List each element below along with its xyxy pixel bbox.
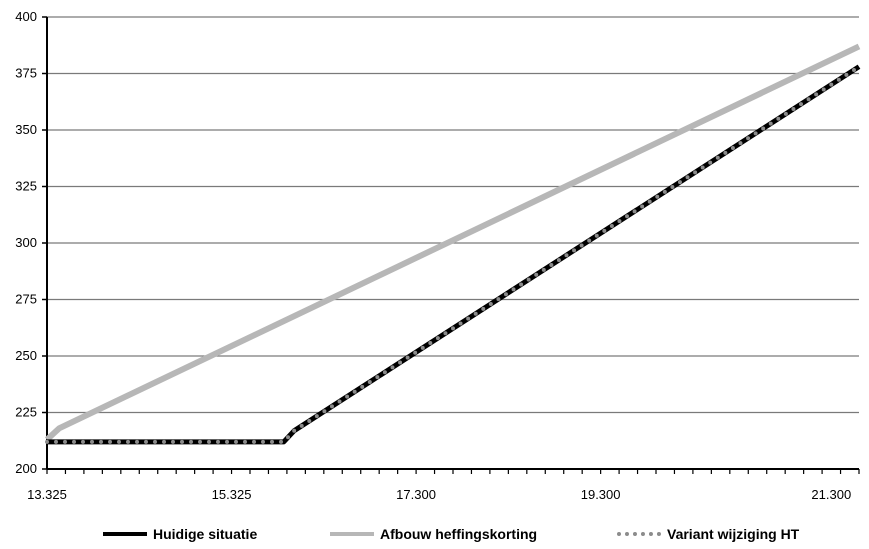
y-tick-label-350: 350 xyxy=(15,122,37,137)
x-tick-label: 15.325 xyxy=(212,487,252,502)
y-tick-label-300: 300 xyxy=(15,235,37,250)
legend-label-huidige-situatie: Huidige situatie xyxy=(153,526,258,542)
y-tick-label-200: 200 xyxy=(15,461,37,476)
series-line-afbouw-heffingskorting xyxy=(44,43,861,442)
x-tick-label: 13.325 xyxy=(27,487,67,502)
legend-item-afbouw-heffingskorting: Afbouw heffingskorting xyxy=(330,522,537,546)
series-line-huidige-situatie xyxy=(47,64,861,445)
y-tick-label-325: 325 xyxy=(15,179,37,194)
x-axis-ticks: 13.325 15.325 17.300 19.300 21.300 xyxy=(27,469,860,502)
y-tick-label-225: 225 xyxy=(15,405,37,420)
legend-swatch-huidige-situatie xyxy=(103,532,147,536)
line-chart: 200 225 250 275 300 325 350 375 400 13.325 15.325… xyxy=(15,9,861,502)
legend-label-variant-wijziging-ht: Variant wijziging HT xyxy=(667,526,800,542)
legend-label-afbouw-heffingskorting: Afbouw heffingskorting xyxy=(380,526,538,542)
legend-item-variant-wijziging-ht: Variant wijziging HT xyxy=(617,522,799,546)
y-tick-label-250: 250 xyxy=(15,348,37,363)
y-axis-ticks: 200 225 250 275 300 325 350 375 400 xyxy=(15,9,47,476)
legend-swatch-variant-wijziging-ht xyxy=(617,532,661,536)
x-tick-label: 21.300 xyxy=(811,487,851,502)
legend-item-huidige-situatie: Huidige situatie xyxy=(103,522,257,546)
y-tick-label-275: 275 xyxy=(15,292,37,307)
series-lines xyxy=(44,43,861,445)
legend-swatch-afbouw-heffingskorting xyxy=(330,532,374,536)
legend: Huidige situatie Afbouw heffingskorting … xyxy=(0,522,869,546)
x-tick-label: 19.300 xyxy=(581,487,621,502)
gridlines xyxy=(47,16,859,414)
y-tick-label-400: 400 xyxy=(15,9,37,24)
series-line-variant-wijziging-ht xyxy=(45,64,861,444)
y-tick-label-375: 375 xyxy=(15,66,37,81)
x-tick-label: 17.300 xyxy=(396,487,436,502)
